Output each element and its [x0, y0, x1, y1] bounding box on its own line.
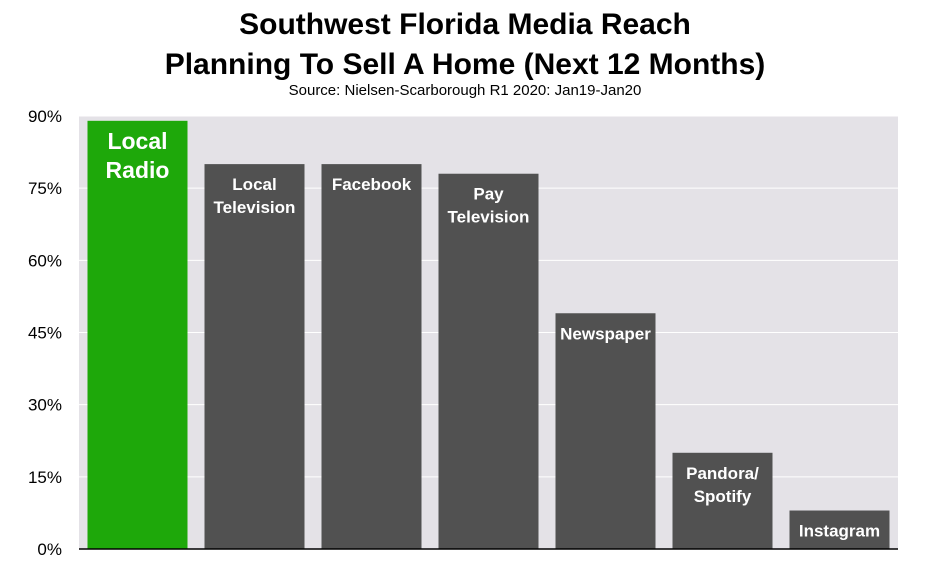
y-tick-label: 30%	[28, 396, 62, 415]
bar	[87, 120, 188, 550]
bar-label: Local	[107, 128, 167, 154]
bar	[672, 452, 773, 549]
bar-label: Instagram	[799, 522, 880, 541]
bar-label: Facebook	[332, 175, 412, 194]
bar-label: Newspaper	[560, 324, 651, 343]
chart-source: Source: Nielsen-Scarborough R1 2020: Jan…	[288, 82, 642, 99]
y-tick-label: 90%	[28, 107, 62, 126]
bar	[555, 313, 656, 549]
bar	[438, 173, 539, 549]
bar-label: Television	[448, 208, 530, 227]
bar-label: Radio	[106, 157, 170, 183]
chart-subtitle: Planning To Sell A Home (Next 12 Months)	[164, 48, 766, 81]
y-tick-label: 15%	[28, 468, 62, 487]
bar-label: Pay	[473, 185, 504, 204]
y-tick-label: 0%	[37, 540, 62, 559]
bar-label: Spotify	[694, 487, 752, 506]
bar-label: Television	[214, 198, 296, 217]
bar	[204, 164, 305, 549]
bar	[789, 510, 890, 549]
y-tick-label: 75%	[28, 179, 62, 198]
y-tick-label: 45%	[28, 324, 62, 343]
bar	[321, 164, 422, 549]
chart-title: Southwest Florida Media Reach	[239, 8, 691, 41]
bar-label: Local	[232, 175, 276, 194]
y-tick-label: 60%	[28, 251, 62, 270]
bar-label: Pandora/	[686, 464, 759, 483]
